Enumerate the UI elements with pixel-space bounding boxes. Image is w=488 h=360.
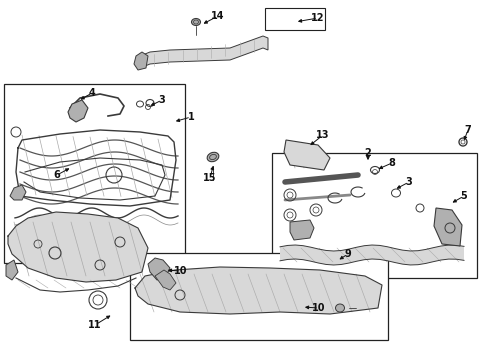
Text: 6: 6 <box>54 170 60 180</box>
Polygon shape <box>284 140 329 170</box>
Polygon shape <box>148 258 170 280</box>
Text: 8: 8 <box>388 158 395 168</box>
Bar <box>130 253 387 340</box>
Polygon shape <box>140 36 267 68</box>
Polygon shape <box>8 212 148 282</box>
Text: 7: 7 <box>464 125 470 135</box>
Text: 12: 12 <box>311 13 324 23</box>
Text: 14: 14 <box>211 11 224 21</box>
Text: 15: 15 <box>203 173 216 183</box>
Polygon shape <box>6 260 18 280</box>
Text: 10: 10 <box>312 303 325 313</box>
Text: 11: 11 <box>88 320 102 330</box>
Text: 9: 9 <box>344 249 351 259</box>
Ellipse shape <box>193 20 198 24</box>
Text: 2: 2 <box>364 148 370 158</box>
Bar <box>264 8 325 30</box>
Polygon shape <box>68 100 88 122</box>
Text: 4: 4 <box>88 88 95 98</box>
Text: 1: 1 <box>187 112 194 122</box>
Polygon shape <box>155 270 176 290</box>
Polygon shape <box>433 208 461 246</box>
Polygon shape <box>134 52 148 70</box>
Text: 13: 13 <box>316 130 329 140</box>
Bar <box>271 153 476 278</box>
Bar <box>4 84 184 263</box>
Polygon shape <box>10 185 26 200</box>
Text: 3: 3 <box>158 95 165 105</box>
Text: 10: 10 <box>174 266 187 276</box>
Polygon shape <box>135 267 381 314</box>
Ellipse shape <box>207 152 219 162</box>
Polygon shape <box>289 220 313 240</box>
Text: 3: 3 <box>405 177 411 187</box>
Text: 5: 5 <box>460 191 467 201</box>
Ellipse shape <box>209 154 216 159</box>
Ellipse shape <box>191 18 200 26</box>
Ellipse shape <box>335 304 344 312</box>
